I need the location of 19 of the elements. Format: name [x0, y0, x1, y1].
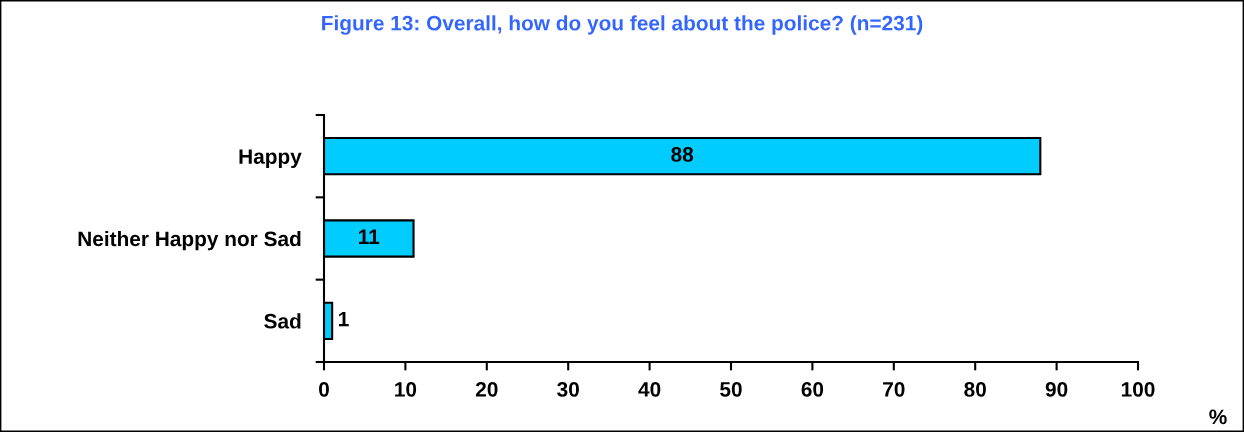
x-tick-label: 20 — [475, 381, 498, 397]
x-tick-label: 40 — [638, 381, 661, 397]
data-label: 11 — [359, 229, 380, 244]
data-label: 1 — [339, 311, 349, 327]
y-tick-label: Sad — [264, 313, 301, 329]
x-axis-title: % — [1209, 409, 1227, 425]
x-tick-label: 50 — [720, 381, 742, 397]
y-tick-label: Happy — [239, 149, 302, 169]
chart-title: Figure 13: Overall, how do you feel about the police? (n=231) — [322, 15, 923, 35]
x-tick-label: 70 — [883, 381, 905, 397]
data-label: 88 — [671, 147, 694, 162]
x-tick-label: 10 — [395, 381, 417, 397]
x-tick-label: 80 — [964, 381, 986, 397]
x-tick-label: 60 — [801, 381, 824, 397]
x-tick-label: 100 — [1121, 381, 1155, 397]
x-tick-label: 0 — [319, 381, 329, 397]
x-tick-label: 30 — [557, 381, 579, 397]
y-tick-label: Neither Happy nor Sad — [78, 230, 301, 251]
x-tick-label: 90 — [1045, 381, 1068, 397]
